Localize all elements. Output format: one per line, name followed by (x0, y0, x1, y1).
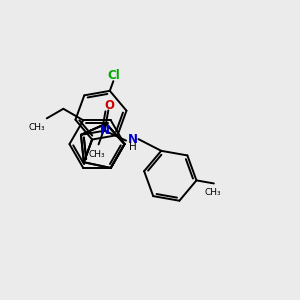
Text: Cl: Cl (107, 69, 120, 82)
Text: CH₃: CH₃ (204, 188, 221, 197)
Text: N: N (128, 133, 138, 146)
Text: O: O (105, 99, 115, 112)
Text: CH₃: CH₃ (29, 123, 45, 132)
Text: H: H (129, 142, 136, 152)
Text: N: N (100, 124, 110, 136)
Text: CH₃: CH₃ (89, 150, 105, 159)
